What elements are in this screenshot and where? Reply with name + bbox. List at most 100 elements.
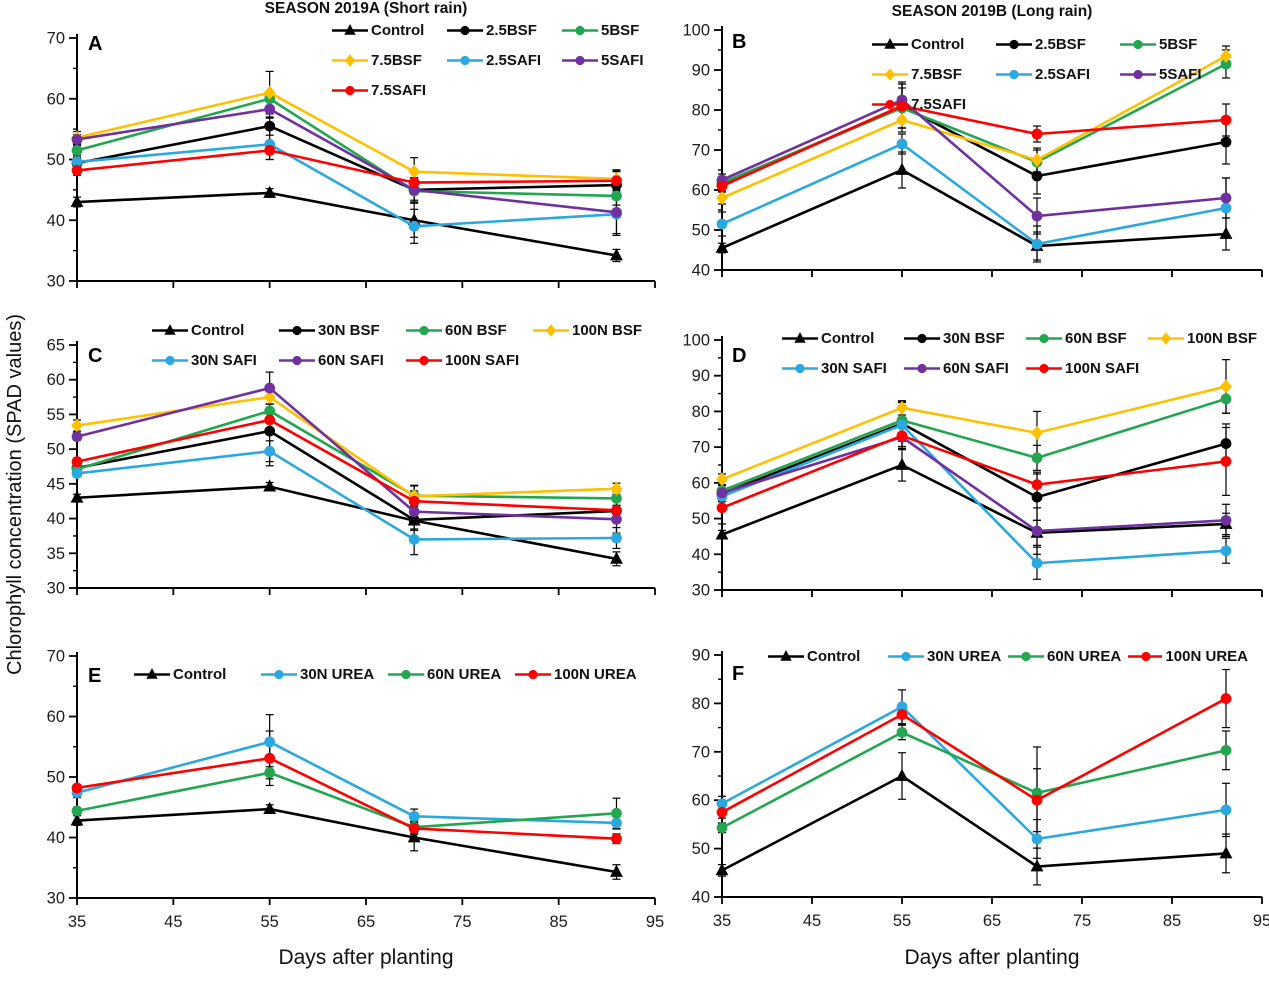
x-tick-label: 55 <box>260 913 278 931</box>
legend-label: 60N BSF <box>445 322 507 339</box>
legend-label: 100N UREA <box>554 666 637 683</box>
legend-panel-c: Control 30N BSF 60N BSF 100N BSF 30N SAFI 60N… <box>152 322 660 369</box>
legend-label: 60N UREA <box>427 666 502 683</box>
legend-label: 30N UREA <box>300 666 375 683</box>
legend-label: 100N BSF <box>572 322 643 339</box>
panel-letter: A <box>88 33 102 55</box>
x-ticks: 35 45 55 65 75 85 95 <box>713 897 1269 930</box>
legend-label: 100N UREA <box>1165 648 1248 665</box>
y-tick-label: 65 <box>47 337 65 355</box>
legend-item-30n-bsf: 30N BSF <box>904 330 1026 347</box>
x-tick-label: 85 <box>1163 912 1181 930</box>
y-axis-label: Chlorophyll concentration (SPAD values) <box>3 313 26 675</box>
series-60n-urea <box>716 727 1232 834</box>
panel-c: 30 35 40 45 50 55 60 65 C <box>47 337 656 598</box>
legend-item-5safi: 5SAFI <box>562 52 677 69</box>
series-30n-bsf <box>71 425 622 526</box>
series-100n-bsf <box>716 379 1232 487</box>
y-tick-label: 50 <box>692 510 710 528</box>
legend-label: 60N UREA <box>1047 648 1122 665</box>
circle-marker-icon <box>1120 69 1156 80</box>
y-tick-label: 80 <box>692 102 710 120</box>
panel-letter: B <box>732 31 746 53</box>
y-ticks: 30 40 50 60 70 <box>47 648 77 908</box>
legend-label: 60N BSF <box>1065 330 1127 347</box>
triangle-marker-icon <box>782 332 818 343</box>
panel-letter: C <box>88 345 102 367</box>
legend-label: Control <box>911 36 965 53</box>
error-bars-100n-urea <box>73 730 621 845</box>
series-2-5safi <box>716 138 1232 250</box>
circle-marker-icon <box>888 651 924 662</box>
y-tick-label: 45 <box>47 475 65 493</box>
legend-label: 30N BSF <box>318 322 380 339</box>
circle-marker-icon <box>447 55 483 66</box>
x-tick-label: 95 <box>1253 912 1269 930</box>
circle-marker-icon <box>996 69 1032 80</box>
circle-marker-icon <box>406 355 442 366</box>
legend-label: 5BSF <box>601 22 640 39</box>
series-100n-urea <box>71 752 622 845</box>
y-tick-label: 55 <box>47 406 65 424</box>
x-tick-label: 65 <box>357 913 375 931</box>
legend-item-100n-safi: 100N SAFI <box>1026 360 1148 377</box>
circle-marker-icon <box>562 25 598 36</box>
y-tick-label: 40 <box>692 262 710 280</box>
panel-e: 30 40 50 60 70 35 45 55 65 75 85 95 E <box>47 648 665 932</box>
circle-marker-icon <box>1120 39 1156 50</box>
legend-item-control: Control <box>134 666 261 683</box>
series-control <box>715 162 1233 253</box>
y-tick-label: 60 <box>692 474 710 492</box>
error-bars-30n-safi <box>718 401 1230 580</box>
legend-item-7-5bsf: 7.5BSF <box>332 52 447 69</box>
legend-label: 30N UREA <box>927 648 1002 665</box>
y-tick-label: 50 <box>692 840 710 858</box>
x-tick-label: 65 <box>983 912 1001 930</box>
y-tick-label: 60 <box>47 708 65 726</box>
legend-item-30n-safi: 30N SAFI <box>782 360 904 377</box>
legend-item-control: Control <box>768 648 888 665</box>
legend-panel-b: Control 2.5BSF 5BSF 7.5BSF 2.5SAFI 5SAFI 7.5SA… <box>872 36 1244 113</box>
panel-letter: D <box>732 345 746 367</box>
series-100n-safi <box>716 430 1232 514</box>
series-60n-safi <box>71 382 622 525</box>
legend-item-60n-urea: 60N UREA <box>388 666 515 683</box>
legend-label: 7.5SAFI <box>371 82 427 99</box>
x-ticks <box>76 588 656 595</box>
panel-b: 40 50 60 70 80 90 100 B <box>682 22 1263 280</box>
y-tick-label: 90 <box>692 647 710 665</box>
x-tick-label: 45 <box>803 912 821 930</box>
legend-panel-d: Control 30N BSF 60N BSF 100N BSF 30N SAFI 60N… <box>782 330 1269 377</box>
y-tick-label: 60 <box>692 182 710 200</box>
y-tick-label: 50 <box>47 769 65 787</box>
legend-label: 2.5BSF <box>1035 36 1086 53</box>
circle-marker-icon <box>406 325 442 336</box>
legend-label: 7.5SAFI <box>911 96 967 113</box>
x-axis-label-right: Days after planting <box>904 946 1080 969</box>
legend-item-100n-urea: 100N UREA <box>1128 648 1248 665</box>
circle-marker-icon <box>904 363 940 374</box>
y-tick-label: 40 <box>692 889 710 907</box>
x-ticks: 35 45 55 65 75 85 95 <box>68 898 664 931</box>
y-ticks: 40 50 60 70 80 90 <box>692 647 722 907</box>
series-5safi <box>71 103 622 218</box>
series-30n-urea <box>716 701 1232 845</box>
circle-marker-icon <box>904 333 940 344</box>
x-axis-label-left: Days after planting <box>278 946 454 969</box>
series-30n-safi <box>71 445 622 545</box>
circle-marker-icon <box>782 363 818 374</box>
series-60n-safi <box>716 431 1232 537</box>
x-ticks <box>76 281 656 288</box>
legend-item-100n-safi: 100N SAFI <box>406 352 533 369</box>
y-tick-label: 70 <box>692 142 710 160</box>
legend-panel-e: Control 30N UREA 60N UREA 100N UREA <box>134 666 642 683</box>
triangle-marker-icon <box>872 38 908 49</box>
y-tick-label: 80 <box>692 695 710 713</box>
x-tick-label: 35 <box>68 913 86 931</box>
legend-item-60n-bsf: 60N BSF <box>406 322 533 339</box>
x-tick-label: 75 <box>453 913 471 931</box>
axes <box>721 651 1262 898</box>
legend-item-control: Control <box>782 330 904 347</box>
y-tick-label: 80 <box>692 403 710 421</box>
